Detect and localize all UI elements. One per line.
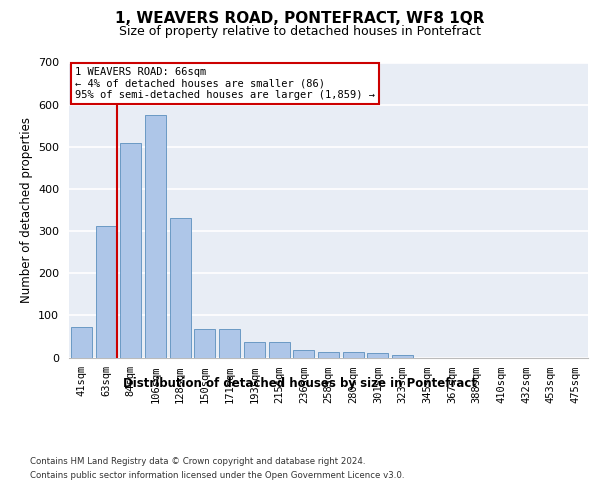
Text: Contains HM Land Registry data © Crown copyright and database right 2024.: Contains HM Land Registry data © Crown c… [30, 458, 365, 466]
Y-axis label: Number of detached properties: Number of detached properties [20, 117, 32, 303]
Bar [145, 115, 166, 358]
Bar [244, 342, 265, 357]
Bar [194, 329, 215, 358]
Bar [219, 329, 240, 358]
Bar [343, 352, 364, 358]
Bar [318, 352, 339, 358]
Bar [293, 350, 314, 358]
Text: 1, WEAVERS ROAD, PONTEFRACT, WF8 1QR: 1, WEAVERS ROAD, PONTEFRACT, WF8 1QR [115, 11, 485, 26]
Text: Size of property relative to detached houses in Pontefract: Size of property relative to detached ho… [119, 25, 481, 38]
Bar [392, 355, 413, 358]
Text: Distribution of detached houses by size in Pontefract: Distribution of detached houses by size … [123, 378, 477, 390]
Bar [120, 142, 141, 358]
Bar [170, 218, 191, 358]
Text: 1 WEAVERS ROAD: 66sqm
← 4% of detached houses are smaller (86)
95% of semi-detac: 1 WEAVERS ROAD: 66sqm ← 4% of detached h… [75, 67, 375, 100]
Text: Contains public sector information licensed under the Open Government Licence v3: Contains public sector information licen… [30, 471, 404, 480]
Bar [269, 342, 290, 357]
Bar [95, 226, 116, 358]
Bar [71, 327, 92, 358]
Bar [367, 354, 388, 358]
